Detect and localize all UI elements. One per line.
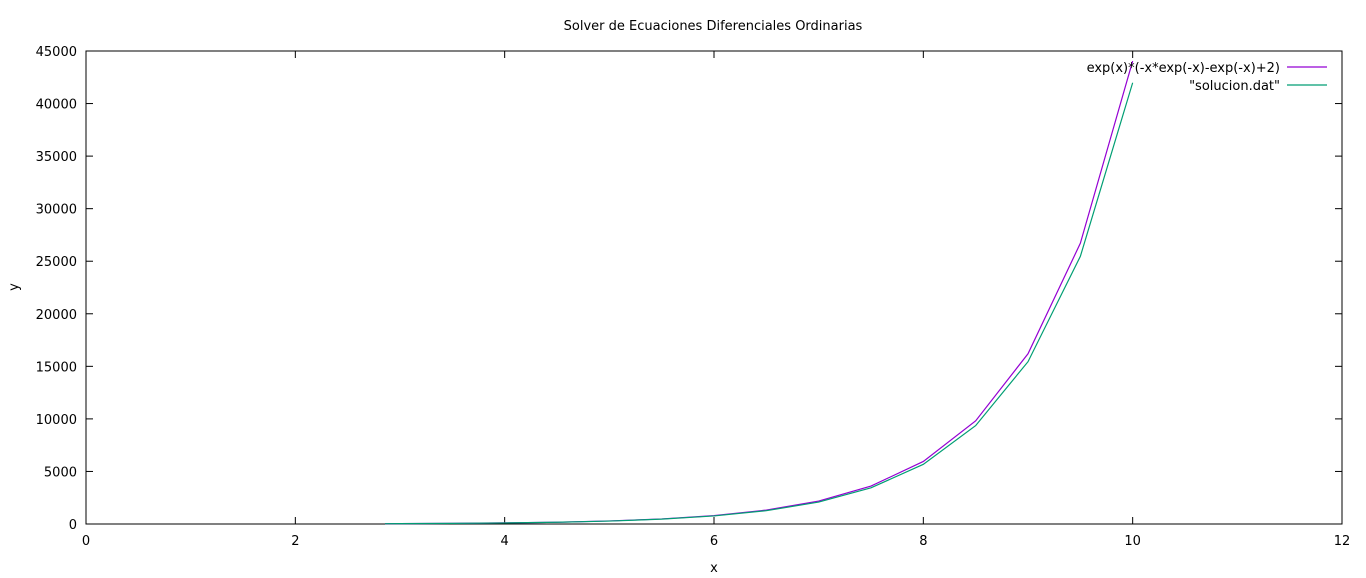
- y-tick-label: 10000: [36, 413, 77, 428]
- legend: exp(x)*(-x*exp(-x)-exp(-x)+2) "solucion.d…: [1087, 61, 1327, 94]
- series-line-2: [385, 82, 1134, 525]
- x-tick-label: 2: [291, 534, 299, 549]
- y-tick-label: 45000: [36, 45, 77, 60]
- chart-title: Solver de Ecuaciones Diferenciales Ordin…: [564, 19, 863, 34]
- x-axis-label: x: [710, 561, 718, 576]
- y-tick-label: 35000: [36, 150, 77, 165]
- x-axis: 0 2 4 6 8 10 12: [82, 51, 1350, 549]
- legend-label-1: exp(x)*(-x*exp(-x)-exp(-x)+2): [1087, 61, 1280, 76]
- x-tick-label: 10: [1124, 534, 1141, 549]
- plot-frame: [85, 50, 1343, 525]
- y-axis-label: y: [7, 283, 22, 291]
- x-tick-label: 8: [919, 534, 927, 549]
- y-tick-label: 15000: [36, 360, 77, 375]
- series-lines: [385, 60, 1134, 525]
- y-tick-label: 5000: [44, 465, 77, 480]
- y-tick-label: 25000: [36, 255, 77, 270]
- series-line-1: [385, 60, 1134, 525]
- x-tick-label: 12: [1334, 534, 1351, 549]
- x-tick-label: 6: [710, 534, 718, 549]
- y-tick-label: 30000: [36, 203, 77, 218]
- x-tick-label: 4: [501, 534, 509, 549]
- y-tick-label: 0: [69, 518, 77, 533]
- y-axis: 0 5000 10000 15000 20000 25000 30000 35000 40000…: [36, 45, 1342, 533]
- legend-label-2: "solucion.dat": [1189, 79, 1280, 94]
- y-tick-label: 40000: [36, 98, 77, 113]
- x-tick-label: 0: [82, 534, 90, 549]
- y-tick-label: 20000: [36, 308, 77, 323]
